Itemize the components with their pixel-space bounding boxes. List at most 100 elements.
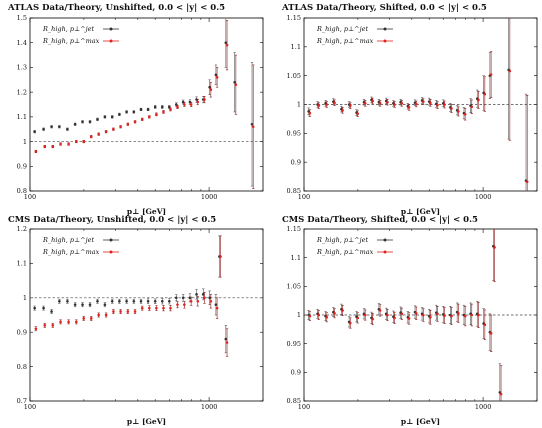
data-point xyxy=(333,311,336,315)
data-point xyxy=(155,113,158,116)
data-point xyxy=(183,103,186,106)
data-point xyxy=(82,140,86,143)
data-point xyxy=(196,100,200,104)
data-point xyxy=(112,127,115,131)
data-point xyxy=(73,122,77,126)
data-point xyxy=(209,88,213,91)
y-tick-label: 1.05 xyxy=(287,72,301,80)
data-point xyxy=(140,306,144,310)
data-point xyxy=(356,112,360,116)
data-point xyxy=(225,341,229,344)
data-point xyxy=(341,309,344,312)
data-point xyxy=(34,327,38,331)
y-tick-label: 1.5 xyxy=(17,14,27,22)
data-point xyxy=(58,299,61,303)
data-point xyxy=(162,110,165,114)
panel-title: ATLAS Data/Theory, Shifted, 0.0 < |y| < … xyxy=(281,3,487,13)
data-point xyxy=(317,313,321,317)
legend: R_high, p⊥^jet R_high, p⊥^max xyxy=(316,236,393,256)
data-point xyxy=(493,246,496,249)
data-point xyxy=(42,127,45,131)
data-point xyxy=(181,296,185,300)
data-point xyxy=(160,105,164,109)
data-point xyxy=(88,120,92,124)
data-point xyxy=(349,104,352,107)
plot-marks: 0.8 0.9 1 1.1 1.2 1.3 1.4 1.5 100 1000 xyxy=(17,14,264,201)
legend-label-jet: R_high, p⊥^jet xyxy=(316,25,368,33)
y-tick-label: 0.9 xyxy=(17,162,27,170)
data-point xyxy=(189,103,193,106)
y-tick-label: 1 xyxy=(297,311,301,319)
data-point xyxy=(81,303,84,306)
data-point xyxy=(33,130,36,133)
data-point xyxy=(174,296,178,300)
data-point xyxy=(421,313,425,317)
data-point xyxy=(140,118,144,121)
data-point xyxy=(176,105,179,109)
y-tick-label: 0.9 xyxy=(291,158,301,166)
data-point xyxy=(443,314,446,317)
legend-label-jet: R_high, p⊥^jet xyxy=(316,236,368,244)
x-tick-label: 100 xyxy=(24,193,36,201)
panel-title: CMS Data/Theory, Unshifted, 0.0 < |y| < … xyxy=(8,215,216,225)
legend-marker-jet xyxy=(383,238,387,242)
data-point xyxy=(386,100,389,104)
panel-cms-shifted: CMS Data/Theory, Shifted, 0.0 < |y| < 0.… xyxy=(282,215,538,426)
data-point xyxy=(176,303,179,306)
data-point xyxy=(333,101,336,105)
data-point xyxy=(429,315,432,319)
data-point xyxy=(325,315,329,319)
data-point xyxy=(139,108,143,111)
data-point xyxy=(119,125,122,129)
data-point xyxy=(225,43,229,47)
data-point xyxy=(42,306,45,310)
data-point xyxy=(153,299,157,303)
data-point xyxy=(97,313,100,317)
data-point xyxy=(371,317,374,321)
data-point xyxy=(400,102,404,105)
data-point xyxy=(67,320,70,324)
plot-marks: 0.85 0.9 0.95 1 1.05 1.1 1.15 100 1000 xyxy=(287,225,538,411)
data-point xyxy=(125,299,128,303)
x-tick-label: 1000 xyxy=(475,403,492,411)
data-point xyxy=(436,103,439,107)
y-tick-label: 0.9 xyxy=(291,369,301,377)
data-point xyxy=(146,108,150,111)
data-point xyxy=(51,324,55,327)
data-point xyxy=(50,310,53,313)
data-point xyxy=(118,299,121,303)
legend-marker-jet xyxy=(383,27,387,31)
y-tick-label: 1 xyxy=(23,294,27,302)
y-tick-label: 0.8 xyxy=(17,187,27,195)
legend-label-jet: R_high, p⊥^jet xyxy=(42,25,94,33)
data-point xyxy=(104,313,108,317)
data-point xyxy=(393,103,396,106)
data-point xyxy=(470,313,474,317)
data-point xyxy=(224,41,228,45)
data-point xyxy=(341,108,344,112)
data-point xyxy=(443,103,446,106)
data-point xyxy=(414,102,418,106)
data-point xyxy=(103,303,107,306)
data-point xyxy=(400,312,404,316)
data-point xyxy=(407,317,411,320)
legend: R_high, p⊥^jet R_high, p⊥^max xyxy=(316,25,393,45)
data-point xyxy=(59,320,62,324)
legend-marker-max xyxy=(383,250,387,254)
data-point xyxy=(489,73,493,76)
y-tick-label: 1.05 xyxy=(287,283,301,291)
data-point xyxy=(88,303,92,306)
panel-cms-unshifted: CMS Data/Theory, Unshifted, 0.0 < |y| < … xyxy=(8,215,264,426)
y-tick-label: 1.15 xyxy=(287,225,301,233)
x-axis-label: p⊥ [GeV] xyxy=(401,417,440,426)
data-point xyxy=(308,314,312,318)
data-point xyxy=(483,92,487,96)
legend-marker-jet xyxy=(109,27,113,31)
data-point xyxy=(250,122,254,126)
data-point xyxy=(214,303,218,306)
data-point xyxy=(169,108,172,111)
data-point xyxy=(477,98,480,102)
data-point xyxy=(43,145,47,148)
data-point xyxy=(75,320,78,324)
data-point xyxy=(525,180,529,184)
